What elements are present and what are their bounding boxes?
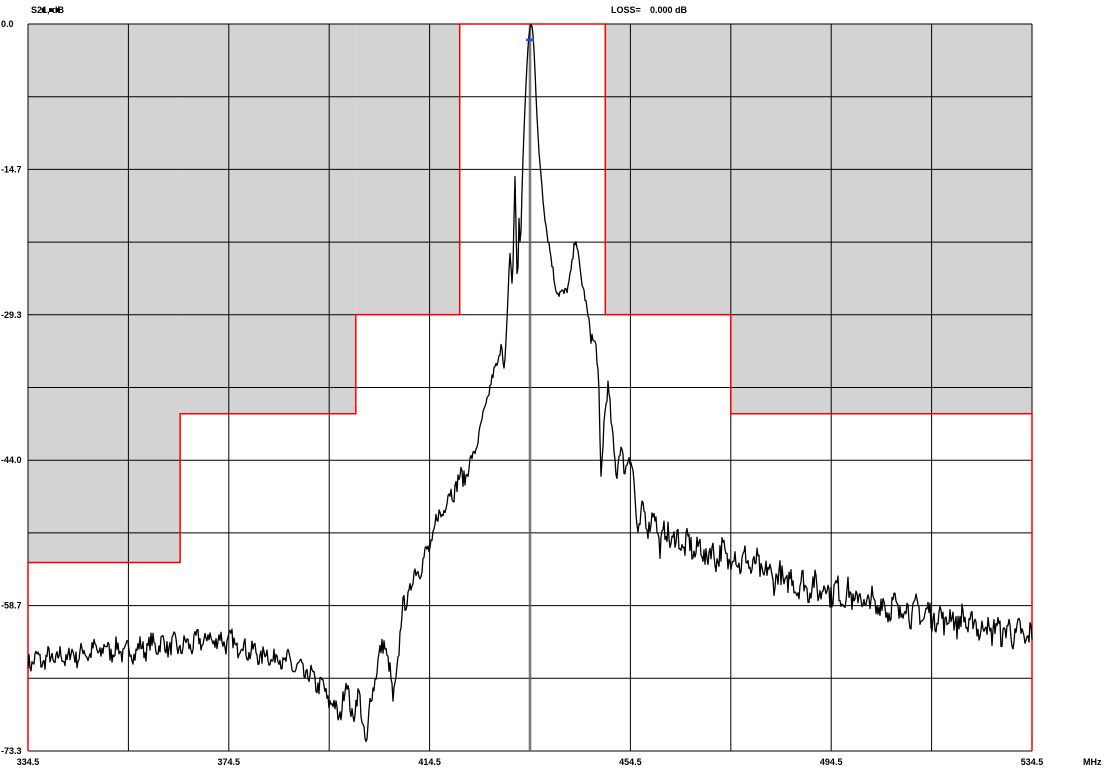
y-tick-label: -73.3 <box>1 746 22 756</box>
x-tick-labels: 334.5 374.5 414.5 454.5 494.5 534.5 <box>17 757 1044 767</box>
x-tick-label: 454.5 <box>619 757 642 767</box>
mask-outline <box>27 23 1033 751</box>
x-tick-label: 374.5 <box>218 757 241 767</box>
y-tick-label: 0.0 <box>1 19 14 29</box>
y-tick-label: -44.0 <box>1 455 22 465</box>
x-tick-label: 534.5 <box>1021 757 1044 767</box>
loss-label: LOSS= <box>611 5 641 15</box>
y-axis-label: S21, dB <box>31 5 65 15</box>
loss-value: 0.000 dB <box>650 5 688 15</box>
x-tick-label: 334.5 <box>17 757 40 767</box>
cut-off-title: ... <box>40 0 62 18</box>
limit-mask <box>27 23 1033 751</box>
x-tick-label: 494.5 <box>820 757 843 767</box>
y-tick-label: -14.7 <box>1 164 22 174</box>
y-tick-labels: 0.0 -14.7 -29.3 -44.0 -58.7 -73.3 <box>1 19 22 756</box>
reject-region-1 <box>180 24 356 414</box>
trace-layer <box>27 24 1033 743</box>
trace-s21 <box>27 24 1033 743</box>
x-unit-label: MHz <box>1083 757 1102 767</box>
reject-region-4 <box>730 24 1032 414</box>
reject-region-0 <box>28 24 181 563</box>
y-tick-label: -29.3 <box>1 310 22 320</box>
x-tick-label: 414.5 <box>418 757 441 767</box>
y-tick-label: -58.7 <box>1 601 22 611</box>
reject-regions <box>28 24 1032 563</box>
